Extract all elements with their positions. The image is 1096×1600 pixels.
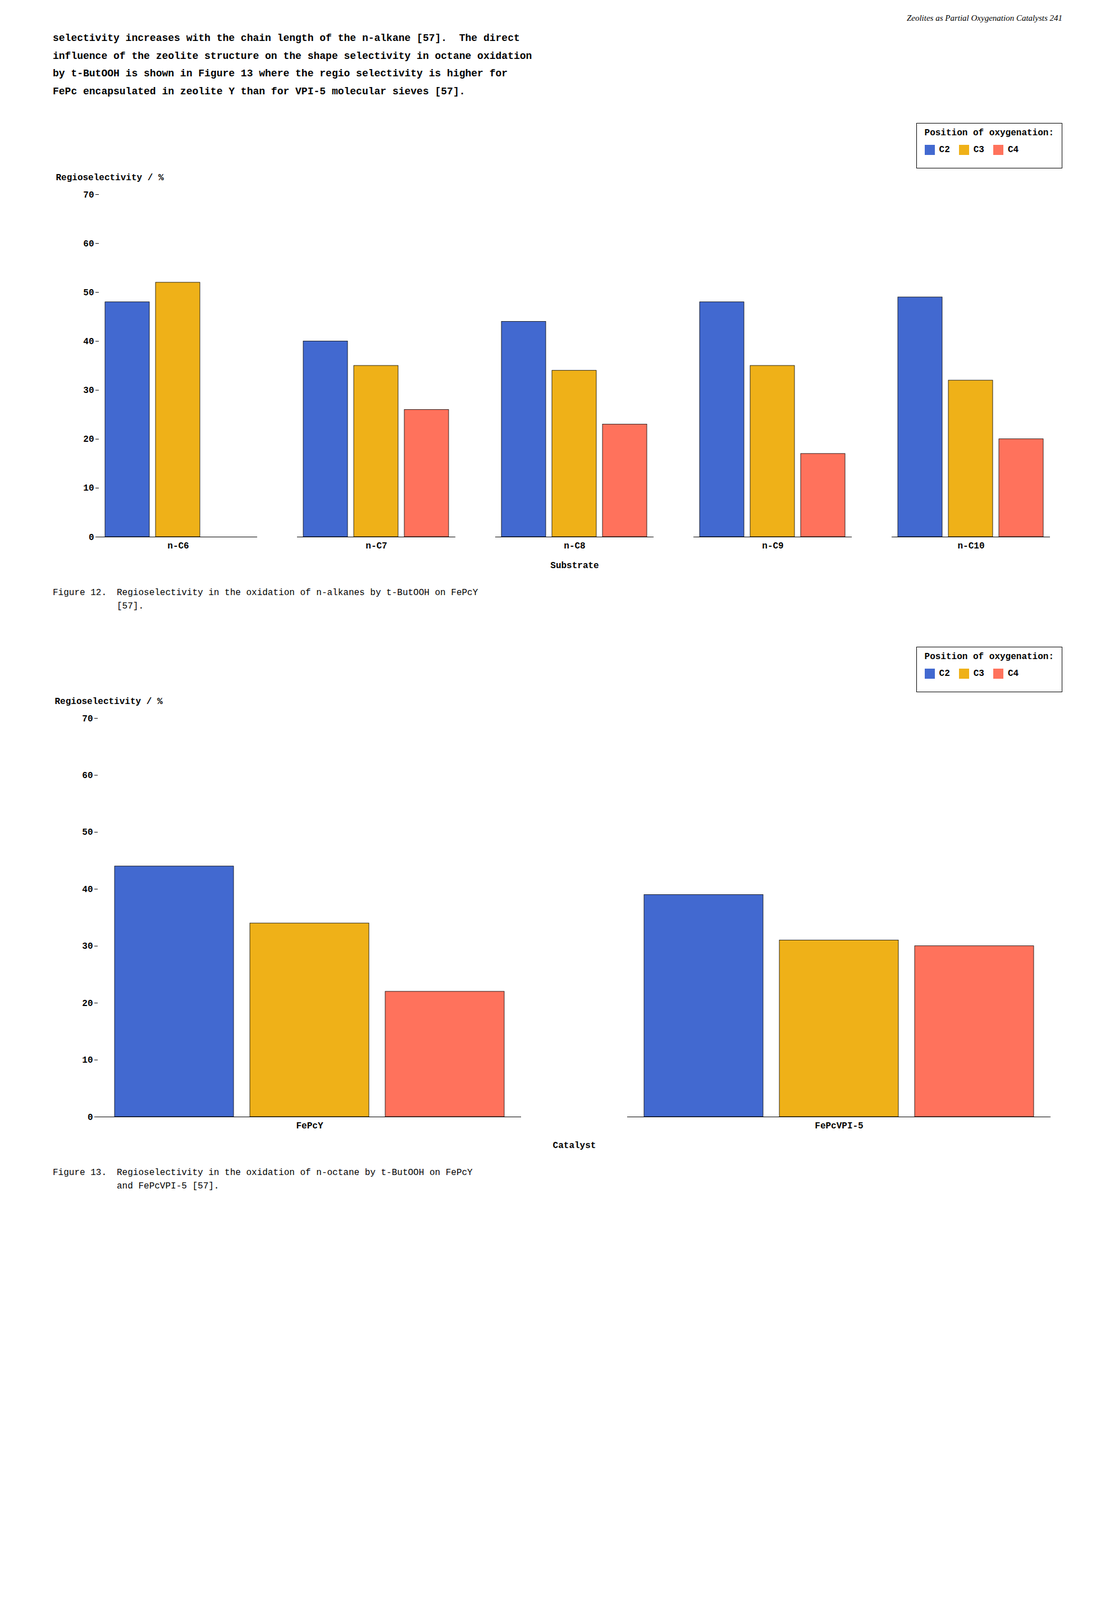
svg-text:FePcVPI-5: FePcVPI-5	[814, 1121, 863, 1132]
svg-text:10: 10	[83, 483, 94, 494]
html-text:C2: C2	[939, 668, 950, 679]
html-text:Regioselectivity in the oxidat: Regioselectivity in the oxidation of n-o…	[116, 1167, 473, 1192]
svg-text:n-C8: n-C8	[563, 541, 586, 552]
svg-text:n-C10: n-C10	[957, 541, 985, 552]
svg-text:40: 40	[81, 884, 93, 895]
html-text:Position of oxygenation:: Position of oxygenation:	[924, 128, 1054, 139]
svg-text:70: 70	[83, 190, 94, 201]
svg-text:FePcY: FePcY	[295, 1121, 323, 1132]
html-text:selectivity increases with the: selectivity increases with the chain len…	[52, 32, 532, 97]
html-text:Position of oxygenation:: Position of oxygenation:	[924, 651, 1054, 662]
html-text:C3: C3	[973, 668, 985, 679]
html-text:C4: C4	[1007, 668, 1019, 679]
svg-text:n-C9: n-C9	[761, 541, 784, 552]
svg-text:20: 20	[81, 998, 93, 1009]
html-text:Figure 13.: Figure 13.	[52, 1167, 107, 1178]
svg-text:Substrate: Substrate	[550, 560, 599, 572]
svg-text:10: 10	[81, 1055, 93, 1066]
svg-text:20: 20	[83, 434, 94, 445]
svg-text:30: 30	[81, 941, 93, 952]
svg-text:40: 40	[83, 336, 94, 347]
svg-text:60: 60	[83, 239, 94, 250]
svg-text:Catalyst: Catalyst	[553, 1140, 597, 1152]
svg-text:50: 50	[83, 288, 94, 299]
svg-text:70: 70	[81, 714, 93, 725]
html-text:C3: C3	[973, 144, 985, 155]
html-text:Figure 12.: Figure 12.	[52, 587, 107, 598]
svg-text:50: 50	[81, 827, 93, 838]
svg-text:0: 0	[87, 1112, 94, 1123]
svg-text:Regioselectivity / %: Regioselectivity / %	[56, 172, 164, 184]
svg-text:Regioselectivity / %: Regioselectivity / %	[55, 696, 163, 707]
svg-text:60: 60	[81, 770, 93, 782]
svg-text:n-C7: n-C7	[365, 541, 387, 552]
svg-text:30: 30	[83, 385, 94, 396]
svg-text:n-C6: n-C6	[167, 541, 189, 552]
html-text:C4: C4	[1007, 144, 1019, 155]
html-text:Zeolites as Partial Oxygenatio: Zeolites as Partial Oxygenation Catalyst…	[906, 13, 1063, 23]
html-text:Regioselectivity in the oxidat: Regioselectivity in the oxidation of n-a…	[116, 587, 478, 612]
svg-text:0: 0	[88, 532, 95, 543]
html-text:C2: C2	[939, 144, 950, 155]
